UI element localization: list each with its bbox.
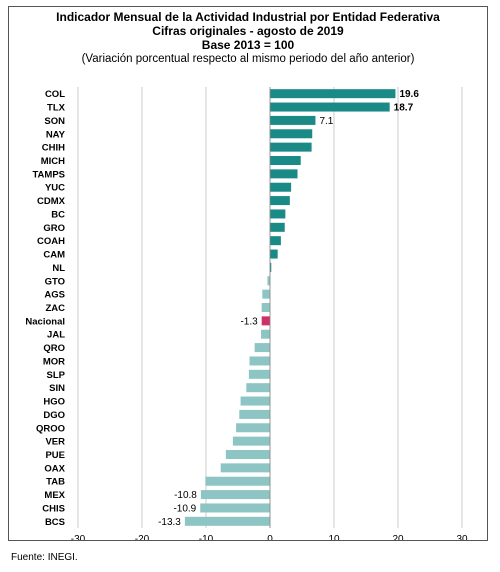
category-label: JAL (47, 330, 65, 341)
bar-pue (225, 450, 270, 459)
category-label: CDMX (37, 196, 66, 207)
bar-tamps (270, 169, 298, 179)
category-label: TLX (47, 103, 66, 114)
bar-tlx (270, 102, 390, 112)
bar-ver (232, 436, 270, 446)
category-label: DGO (43, 410, 65, 421)
category-label: CAM (43, 250, 65, 261)
category-label: AGS (44, 290, 65, 301)
category-label: GTO (45, 276, 65, 287)
category-label: MEX (44, 490, 65, 501)
category-label: COL (45, 89, 65, 100)
category-label: BCS (45, 517, 65, 528)
bar-mich (270, 156, 301, 165)
bar-jal (261, 329, 270, 339)
bar-ags (262, 289, 270, 299)
category-label: QROO (36, 423, 65, 434)
bar-cam (270, 249, 278, 259)
bar-nl (270, 262, 272, 272)
chart-frame: Indicador Mensual de la Actividad Indust… (8, 6, 488, 541)
category-label: QRO (43, 343, 65, 354)
data-label: 7.1 (319, 116, 333, 127)
category-label: PUE (45, 450, 65, 461)
data-label: -1.3 (240, 316, 258, 327)
title-block: Indicador Mensual de la Actividad Indust… (9, 7, 487, 66)
bar-coah (270, 236, 281, 246)
category-label: CHIS (42, 503, 65, 514)
chart-base: Base 2013 = 100 (201, 38, 295, 52)
bar-slp (248, 369, 270, 379)
x-tick-label: -10 (199, 534, 214, 540)
x-tick-label: -30 (71, 534, 86, 540)
bar-gto (267, 276, 270, 286)
category-label: Nacional (25, 316, 65, 327)
bar-hgo (240, 396, 270, 406)
chart-title: Indicador Mensual de la Actividad Indust… (56, 10, 440, 24)
category-label: YUC (45, 183, 65, 194)
x-tick-label: 0 (267, 534, 273, 540)
bar-bcs (184, 516, 270, 526)
data-label: -10.8 (174, 490, 197, 501)
data-label: -10.9 (173, 503, 196, 514)
bar-sin (246, 383, 270, 393)
category-label: SLP (47, 370, 66, 381)
bar-nay (270, 129, 313, 139)
category-label: SIN (49, 383, 65, 394)
x-tick-label: 20 (392, 534, 404, 540)
data-label: 19.6 (399, 89, 419, 100)
bar-cdmx (270, 196, 290, 206)
category-label: MOR (43, 356, 65, 367)
bar-bc (270, 209, 286, 219)
data-label: 18.7 (394, 103, 414, 114)
category-label: NL (52, 263, 65, 274)
category-label: OAX (44, 463, 65, 474)
category-label: GRO (43, 223, 65, 234)
bar-zac (261, 303, 270, 312)
bar-mex (200, 490, 270, 500)
data-label: -13.3 (158, 517, 181, 528)
bar-gro (270, 222, 285, 232)
category-label: TAMPS (32, 169, 65, 180)
category-label: SON (44, 116, 65, 127)
category-label: ZAC (45, 303, 65, 314)
x-tick-label: 10 (328, 534, 340, 540)
category-label: COAH (37, 236, 65, 247)
bar-qroo (236, 423, 270, 433)
bar-dgo (239, 409, 270, 419)
bar-mor (249, 356, 270, 366)
bar-col (270, 89, 396, 99)
bar-qro (254, 343, 270, 353)
category-label: TAB (46, 477, 65, 488)
category-label: NAY (46, 129, 66, 140)
category-label: VER (45, 437, 65, 448)
category-label: MICH (41, 156, 65, 167)
bar-yuc (270, 182, 292, 192)
source-note: Fuente: INEGI. (11, 552, 78, 563)
bar-chih (270, 142, 312, 152)
chart-note: (Variación porcentual respecto al mismo … (81, 53, 415, 65)
bar-chart: -30 -20 -10 0 10 20 30 COL 19.6 TLX 18.7 SON 7.1 NAY C… (25, 87, 468, 540)
bar-tab (205, 476, 270, 486)
category-label: CHIH (42, 143, 65, 154)
x-tick-label: 30 (456, 534, 468, 540)
chart-subtitle: Cifras originales - agosto de 2019 (152, 24, 344, 38)
x-tick-label: -20 (135, 534, 150, 540)
bar-oax (220, 463, 270, 473)
category-label: BC (51, 209, 65, 220)
bar-chis (200, 503, 270, 513)
bar-son (270, 115, 316, 125)
category-label: HGO (43, 397, 65, 408)
bar-nacional (261, 316, 270, 326)
